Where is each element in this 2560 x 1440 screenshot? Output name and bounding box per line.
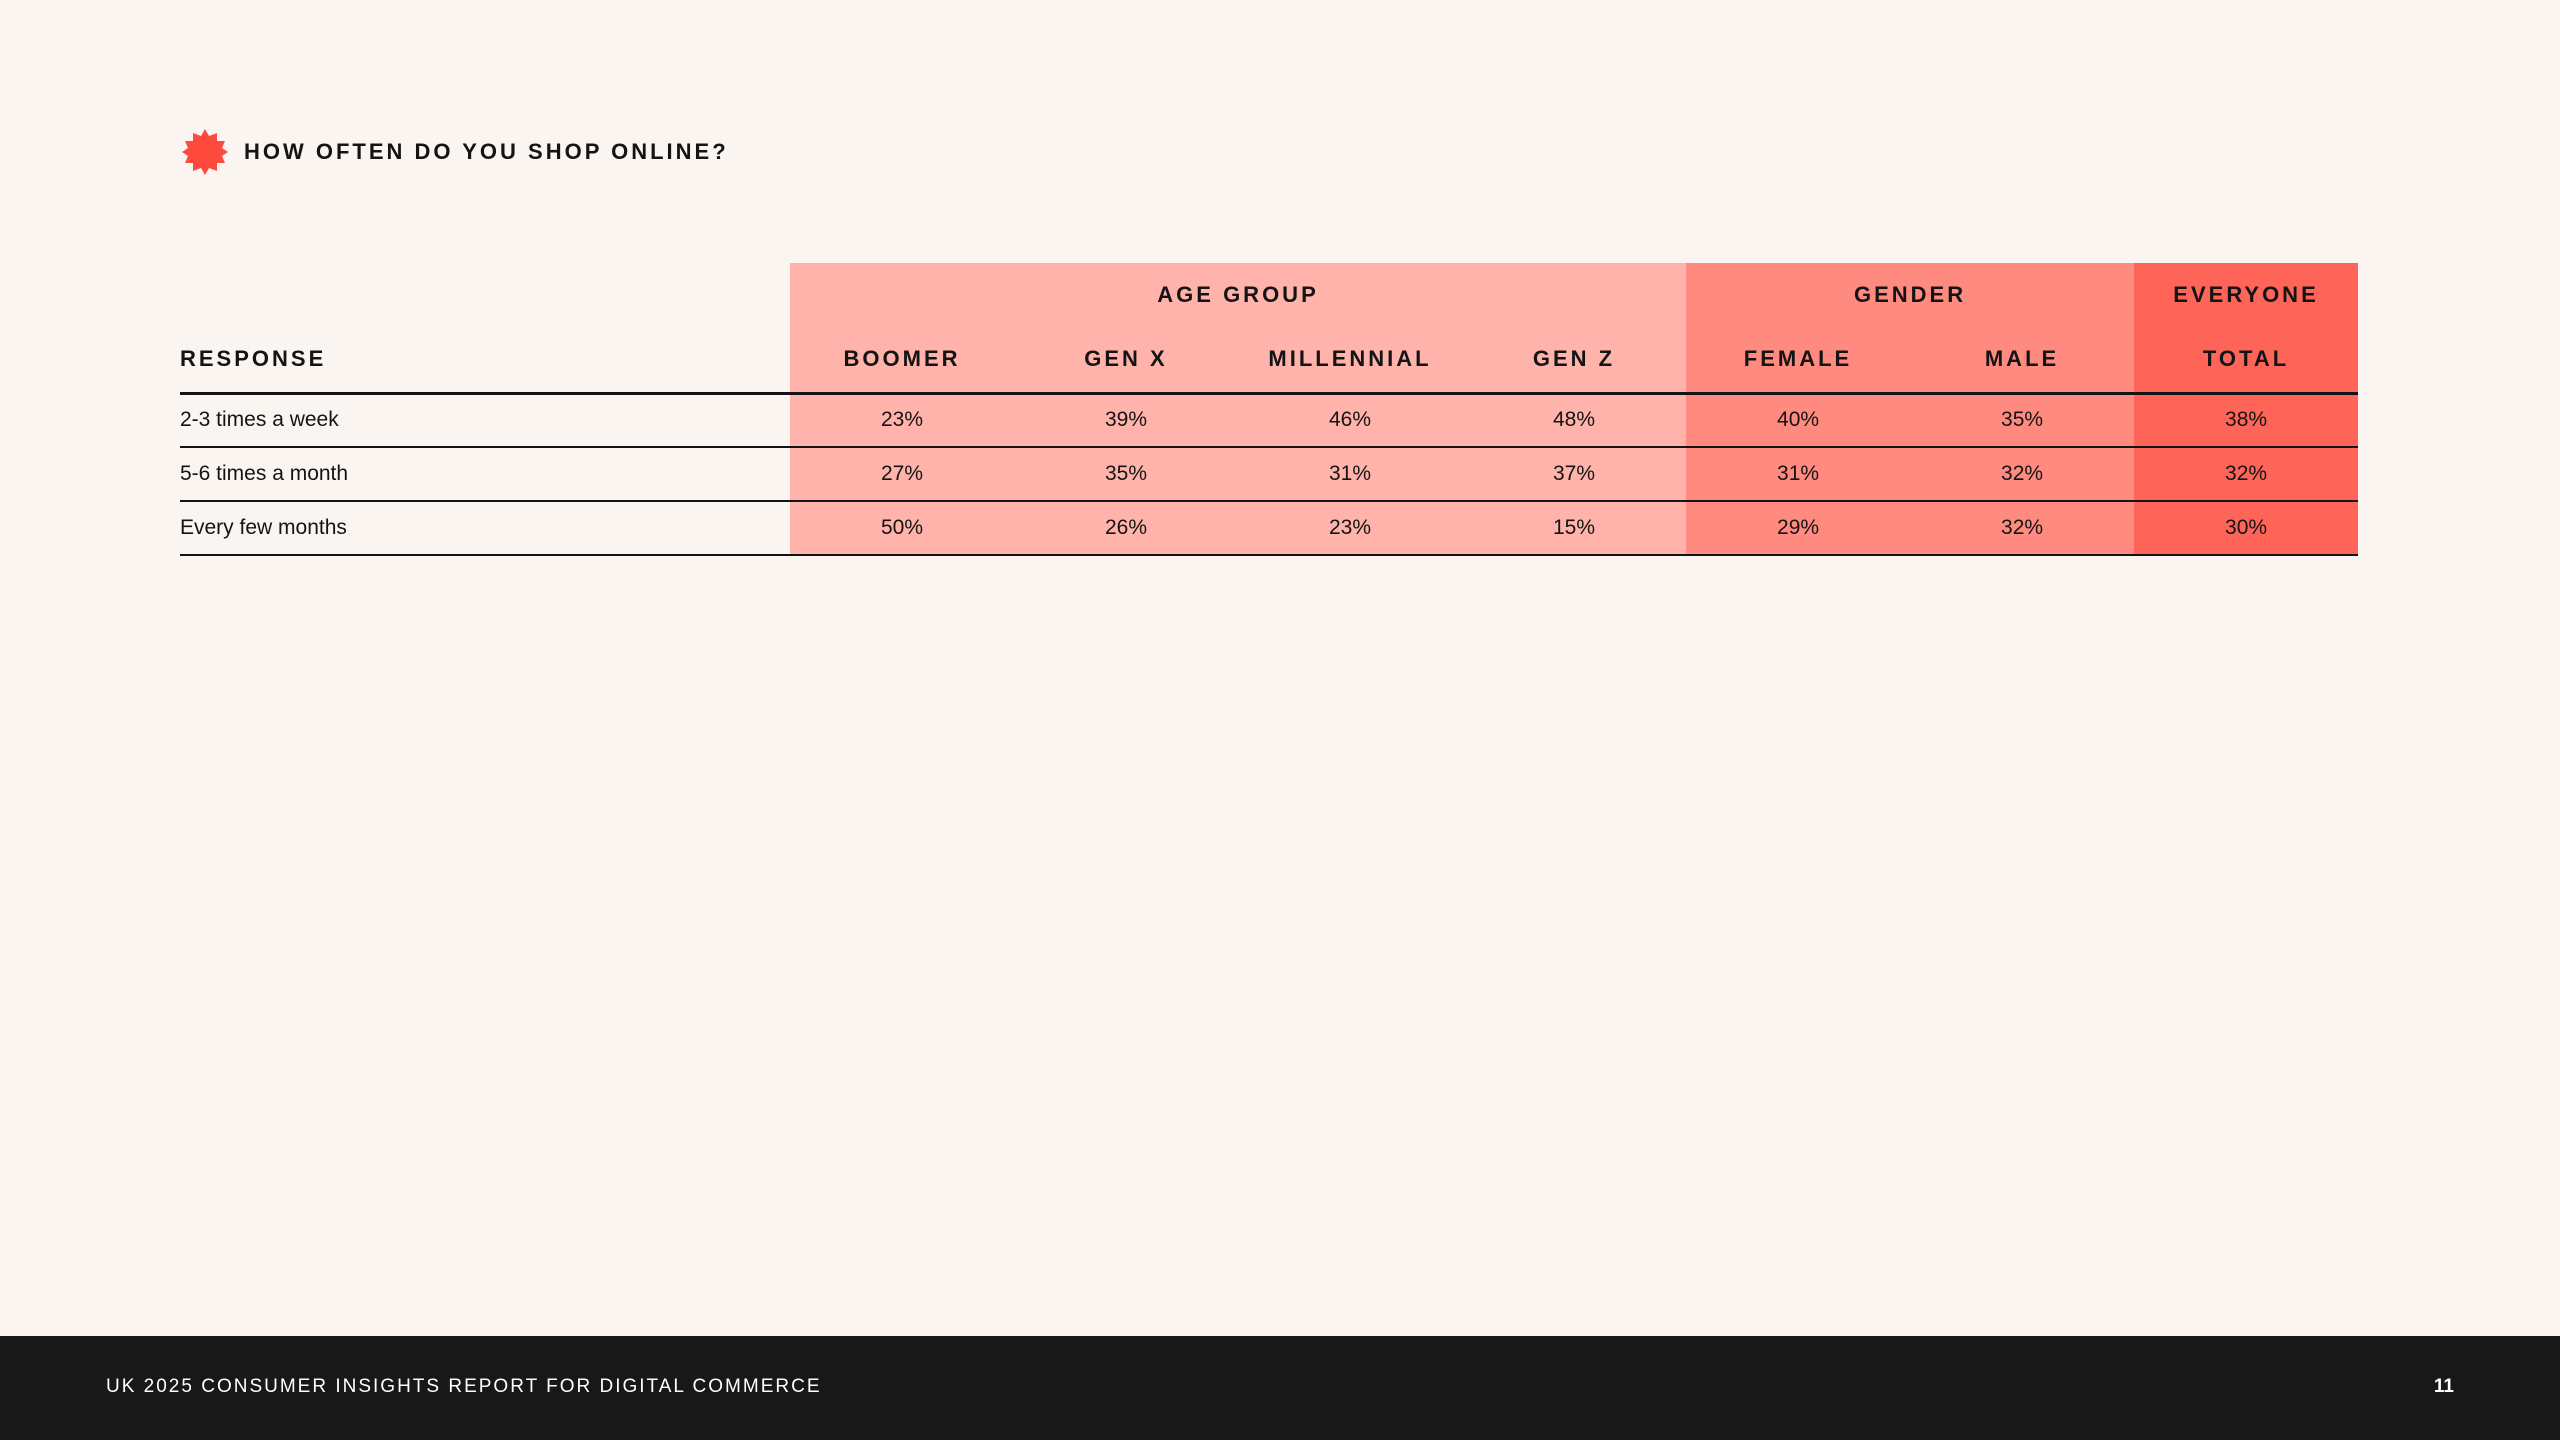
cell-gen-z: 48% [1462, 393, 1687, 448]
cell-male: 32% [1910, 447, 2135, 502]
column-boomer: BOOMER [790, 327, 1014, 395]
cell-gen-z: 15% [1462, 501, 1687, 556]
column-female: FEMALE [1686, 327, 1911, 395]
cell-boomer: 27% [790, 447, 1014, 502]
group-age: AGE GROUP [790, 263, 1687, 327]
cell-female: 40% [1686, 393, 1911, 448]
page-number: 11 [2433, 1376, 2454, 1397]
column-male: MALE [1910, 327, 2135, 395]
footer-report-title: UK 2025 CONSUMER INSIGHTS REPORT FOR DIG… [106, 1376, 822, 1397]
cell-millennial: 46% [1238, 393, 1462, 448]
table-row: 5-6 times a month 27% 35% 31% 37% 31% 32… [180, 447, 2359, 502]
page-footer: UK 2025 CONSUMER INSIGHTS REPORT FOR DIG… [0, 1336, 2560, 1440]
empty-header-cell [180, 263, 790, 327]
cell-total: 30% [2134, 501, 2359, 556]
table-row: Every few months 50% 26% 23% 15% 29% 32%… [180, 501, 2359, 556]
flower-badge-icon [182, 129, 228, 175]
column-total: TOTAL [2134, 327, 2359, 395]
section-heading: HOW OFTEN DO YOU SHOP ONLINE? [180, 126, 729, 178]
cell-gen-x: 39% [1014, 393, 1238, 448]
row-label: Every few months [180, 501, 790, 556]
results-table: AGE GROUP GENDER EVERYONE RESPONSE BOOME… [180, 263, 2359, 556]
cell-female: 29% [1686, 501, 1911, 556]
group-gender: GENDER [1686, 263, 2135, 327]
column-response: RESPONSE [180, 327, 790, 395]
column-gen-x: GEN X [1014, 327, 1238, 395]
cell-female: 31% [1686, 447, 1911, 502]
cell-millennial: 31% [1238, 447, 1462, 502]
page-title: HOW OFTEN DO YOU SHOP ONLINE? [244, 139, 729, 164]
cell-gen-x: 26% [1014, 501, 1238, 556]
cell-gen-x: 35% [1014, 447, 1238, 502]
cell-male: 32% [1910, 501, 2135, 556]
group-header-row: AGE GROUP GENDER EVERYONE [180, 263, 2359, 327]
cell-total: 38% [2134, 393, 2359, 448]
cell-male: 35% [1910, 393, 2135, 448]
row-label: 2-3 times a week [180, 393, 790, 448]
column-millennial: MILLENNIAL [1238, 327, 1462, 395]
row-label: 5-6 times a month [180, 447, 790, 502]
cell-total: 32% [2134, 447, 2359, 502]
cell-boomer: 50% [790, 501, 1014, 556]
table-row: 2-3 times a week 23% 39% 46% 48% 40% 35%… [180, 393, 2359, 448]
group-everyone: EVERYONE [2134, 263, 2359, 327]
cell-millennial: 23% [1238, 501, 1462, 556]
column-gen-z: GEN Z [1462, 327, 1687, 395]
column-header-row: RESPONSE BOOMER GEN X MILLENNIAL GEN Z F… [180, 327, 2359, 395]
cell-boomer: 23% [790, 393, 1014, 448]
cell-gen-z: 37% [1462, 447, 1687, 502]
